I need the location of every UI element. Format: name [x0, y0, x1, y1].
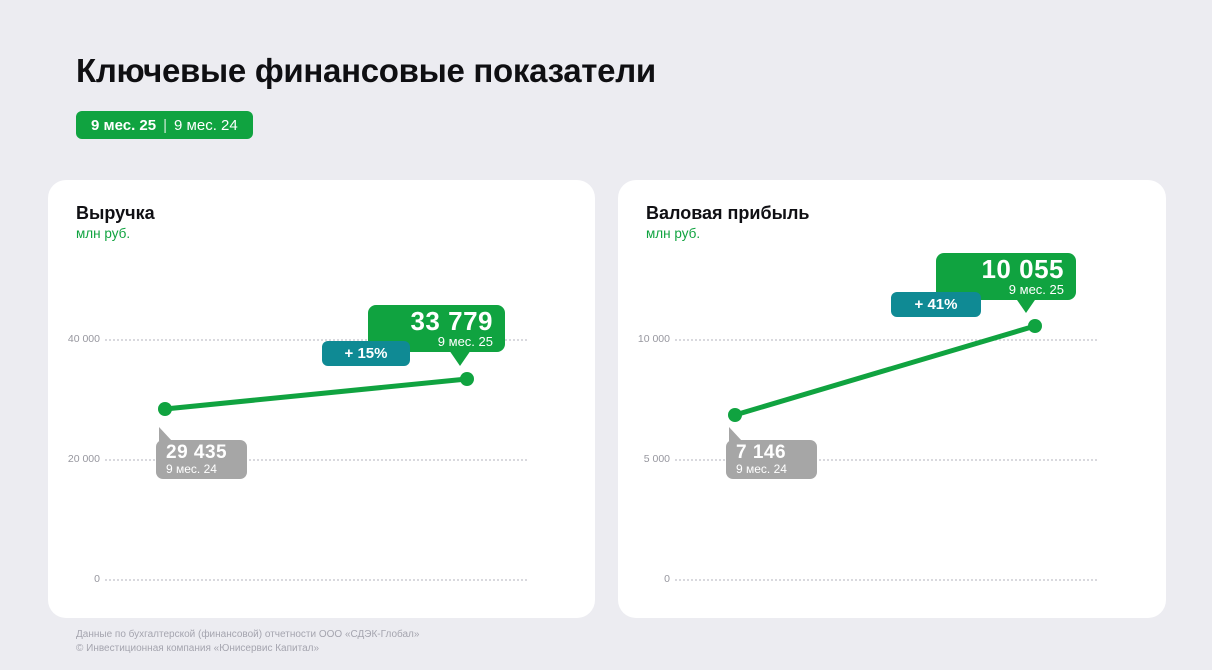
- y-tick-label: 0: [664, 573, 670, 585]
- callout-tail-icon: [159, 427, 172, 441]
- current-value: 10 055: [981, 254, 1064, 284]
- card-units: млн руб.: [76, 226, 131, 241]
- y-tick-label: 5 000: [643, 453, 670, 465]
- data-point-current: [1028, 319, 1042, 333]
- callout-tail-icon: [729, 427, 742, 441]
- card-title: Валовая прибыль: [646, 203, 810, 223]
- card-title: Выручка: [76, 203, 155, 223]
- revenue-card: Выручка млн руб. 40 000 20 000 0 29 435 …: [48, 180, 595, 618]
- previous-value: 29 435: [166, 442, 228, 463]
- callout-previous: 7 146 9 мес. 24: [726, 440, 817, 479]
- gridline-dots: [675, 579, 1097, 581]
- period-current: 9 мес. 25: [91, 116, 157, 134]
- gridline-dots: [105, 459, 527, 461]
- previous-value: 7 146: [736, 442, 787, 463]
- trend-line-chart: [158, 372, 474, 416]
- footer-source-line: Данные по бухгалтерской (финансовой) отч…: [76, 629, 420, 640]
- callout-tail-icon: [1015, 297, 1037, 313]
- page-title: Ключевые финансовые показатели: [76, 52, 656, 89]
- period-badge: 9 мес. 25 | 9 мес. 24: [76, 111, 253, 139]
- gross-profit-card: Валовая прибыль млн руб. 10 000 5 000 0 …: [618, 180, 1166, 618]
- y-tick-label: 20 000: [67, 453, 100, 465]
- data-point-current: [460, 372, 474, 386]
- gridline-dots: [675, 339, 1097, 341]
- current-period: 9 мес. 25: [1008, 282, 1064, 297]
- footer-copyright-line: © Инвестиционная компания «Юнисервис Кап…: [76, 642, 320, 654]
- current-value: 33 779: [410, 306, 493, 336]
- trend-line-chart: [728, 319, 1042, 422]
- footer: Данные по бухгалтерской (финансовой) отч…: [76, 628, 419, 655]
- y-tick-label: 0: [94, 573, 100, 585]
- previous-period: 9 мес. 24: [166, 462, 217, 476]
- period-separator: |: [163, 116, 168, 134]
- callout-tail-icon: [449, 350, 471, 366]
- period-previous: 9 мес. 24: [174, 116, 238, 134]
- y-tick-label: 40 000: [67, 333, 100, 345]
- y-tick-label: 10 000: [637, 333, 670, 345]
- data-point-previous: [158, 402, 172, 416]
- gridline-dots: [675, 459, 1097, 461]
- gridline-dots: [105, 339, 527, 341]
- growth-badge: + 15%: [322, 341, 410, 366]
- current-period: 9 мес. 25: [437, 334, 493, 349]
- callout-previous: 29 435 9 мес. 24: [156, 440, 247, 479]
- growth-badge: + 41%: [891, 292, 981, 317]
- gridline-dots: [105, 579, 527, 581]
- data-point-previous: [728, 408, 742, 422]
- card-units: млн руб.: [646, 226, 701, 241]
- previous-period: 9 мес. 24: [736, 462, 787, 476]
